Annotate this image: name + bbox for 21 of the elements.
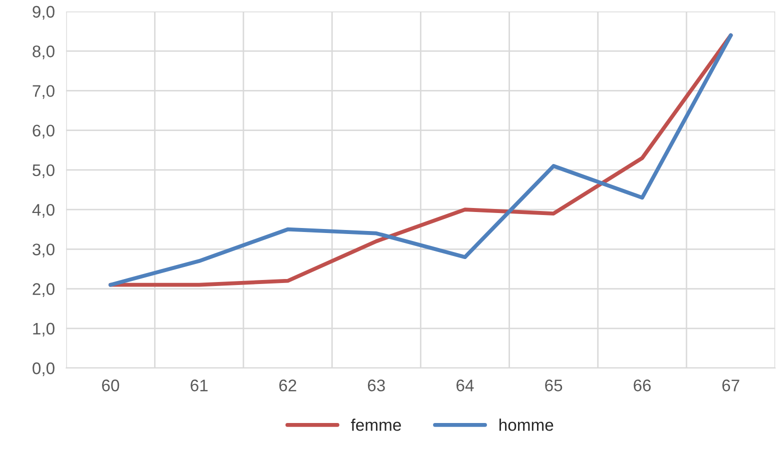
y-tick-label: 2,0 — [32, 283, 54, 297]
x-tick-label: 64 — [456, 380, 474, 392]
line-series — [108, 33, 733, 287]
x-tick-label: 62 — [279, 380, 296, 392]
y-tick-label: 5,0 — [32, 164, 54, 178]
legend-label: homme — [499, 418, 554, 431]
y-tick-label: 6,0 — [32, 124, 54, 139]
y-tick-label: 9,0 — [32, 6, 54, 20]
x-tick-label: 67 — [722, 380, 740, 392]
y-tick-label: 3,0 — [32, 244, 54, 258]
y-tick-label: 8,0 — [32, 46, 54, 60]
y-tick-label: 4,0 — [32, 204, 54, 218]
y-tick-label: 7,0 — [32, 85, 54, 99]
legend-label: femme — [350, 418, 401, 431]
y-tick-label: 1,0 — [33, 322, 54, 337]
x-tick-label: 63 — [368, 380, 385, 392]
x-tick-label: 60 — [102, 380, 120, 392]
x-tick-label: 66 — [634, 380, 651, 392]
x-tick-label: 61 — [190, 380, 208, 392]
x-tick-label: 65 — [545, 380, 562, 392]
y-tick-label: 0,0 — [32, 362, 54, 376]
